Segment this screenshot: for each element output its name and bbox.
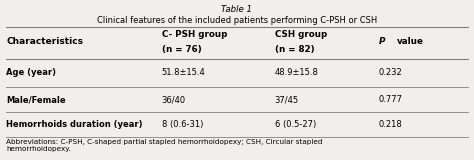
Text: 37/45: 37/45 bbox=[275, 95, 299, 104]
Text: 0.232: 0.232 bbox=[378, 68, 402, 77]
Text: P: P bbox=[378, 37, 385, 46]
Text: 48.9±15.8: 48.9±15.8 bbox=[275, 68, 319, 77]
Text: 0.777: 0.777 bbox=[378, 95, 402, 104]
Text: CSH group: CSH group bbox=[275, 30, 327, 40]
Text: (n = 82): (n = 82) bbox=[275, 45, 314, 54]
Text: 6 (0.5-27): 6 (0.5-27) bbox=[275, 120, 316, 129]
Text: Hemorrhoids duration (year): Hemorrhoids duration (year) bbox=[6, 120, 143, 129]
Text: Age (year): Age (year) bbox=[6, 68, 56, 77]
Text: 51.8±15.4: 51.8±15.4 bbox=[162, 68, 205, 77]
Text: (n = 76): (n = 76) bbox=[162, 45, 201, 54]
Text: 8 (0.6-31): 8 (0.6-31) bbox=[162, 120, 203, 129]
Text: Characteristics: Characteristics bbox=[6, 37, 83, 46]
Text: 0.218: 0.218 bbox=[378, 120, 402, 129]
Text: value: value bbox=[397, 37, 424, 46]
Text: Clinical features of the included patients performing C-PSH or CSH: Clinical features of the included patien… bbox=[97, 16, 377, 25]
Text: C- PSH group: C- PSH group bbox=[162, 30, 227, 40]
Text: Male/Female: Male/Female bbox=[6, 95, 66, 104]
Text: 36/40: 36/40 bbox=[162, 95, 186, 104]
Text: Table 1: Table 1 bbox=[221, 5, 253, 14]
Text: Abbreviations: C-PSH, C-shaped partial stapled hemorrhoidopexy; CSH, Circular st: Abbreviations: C-PSH, C-shaped partial s… bbox=[6, 139, 323, 152]
